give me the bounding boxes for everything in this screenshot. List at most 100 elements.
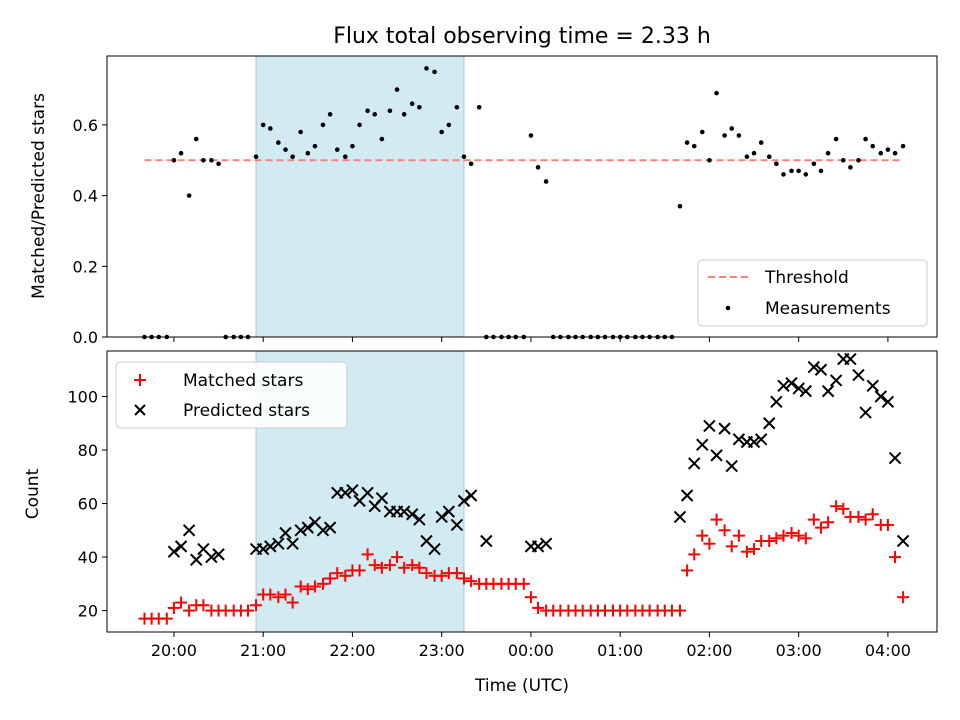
predicted-star-point — [531, 540, 545, 553]
matched-star-point — [420, 567, 433, 580]
matched-star-point — [457, 572, 470, 585]
matched-star-point — [272, 591, 285, 604]
predicted-star-point — [464, 489, 478, 502]
predicted-star-point — [718, 422, 731, 435]
bottom-y-tick-label: 60 — [78, 495, 98, 514]
bottom-y-tick-label: 80 — [78, 441, 98, 460]
matched-star-point — [301, 583, 314, 596]
top-y-tick-label: 0.6 — [73, 116, 98, 135]
matched-stars-points — [138, 500, 910, 625]
matched-star-point — [718, 524, 731, 537]
matched-star-point — [830, 500, 843, 513]
matched-star-point — [822, 516, 835, 529]
measurement-points — [142, 66, 906, 340]
predicted-star-point — [859, 406, 872, 419]
predicted-star-point — [286, 537, 299, 550]
matched-star-point — [725, 540, 738, 553]
predicted-star-point — [799, 384, 813, 398]
bottom-y-tick-label: 20 — [78, 602, 98, 621]
measurement-point — [201, 157, 206, 163]
measurement-point — [387, 108, 393, 114]
top-axes-frame — [106, 55, 938, 338]
top-y-axis-ticks: 0.0 0.2 0.4 0.6 — [73, 116, 107, 347]
measurement-point — [840, 157, 846, 163]
matched-star-point — [242, 604, 255, 617]
predicted-star-point — [866, 379, 879, 392]
measurement-point — [290, 154, 295, 160]
measurement-point — [260, 122, 266, 128]
measurement-point — [454, 104, 460, 110]
count-panel: 20 40 60 80 100 20:00 21:00 22:00 23:00 00:00 01:… — [23, 350, 938, 696]
matched-star-point — [197, 599, 210, 612]
bottom-y-axis-label: Count — [23, 468, 43, 519]
predicted-star-point — [725, 459, 738, 473]
matched-star-point — [368, 559, 381, 572]
measurement-point — [691, 143, 697, 149]
predicted-stars-points — [167, 352, 910, 566]
measurement-point — [439, 129, 444, 135]
legend-matched-swatch — [134, 374, 146, 386]
predicted-star-point — [852, 368, 865, 382]
measurement-point — [268, 126, 273, 131]
legend-measurements-label: Measurements — [765, 299, 891, 319]
measurement-point — [856, 157, 861, 163]
predicted-star-point — [807, 360, 821, 374]
measurement-point — [178, 150, 184, 156]
predicted-star-point — [375, 491, 389, 505]
predicted-star-point — [457, 494, 471, 508]
measurement-point — [751, 150, 757, 156]
matched-star-point — [770, 532, 783, 545]
measurement-point — [276, 140, 281, 145]
predicted-star-point — [829, 374, 843, 387]
top-y-tick-label: 0.4 — [73, 187, 98, 206]
measurement-point — [461, 154, 467, 160]
measurement-point — [729, 126, 735, 131]
measurement-point — [535, 165, 541, 170]
predicted-star-point — [406, 508, 419, 521]
measurement-point — [312, 143, 318, 149]
matched-star-point — [383, 559, 396, 572]
measurement-point — [758, 140, 764, 145]
matched-star-point — [517, 577, 530, 590]
predicted-star-point — [703, 419, 716, 433]
matched-star-point — [167, 601, 180, 614]
measurement-point — [216, 161, 221, 167]
matched-star-point — [785, 526, 798, 539]
measurement-point — [468, 161, 474, 167]
x-tick-label: 03:00 — [776, 641, 822, 660]
matched-star-point — [859, 513, 872, 526]
measurement-point — [342, 154, 348, 160]
measurement-point — [401, 112, 407, 117]
measurement-point — [818, 168, 824, 174]
predicted-star-point — [770, 395, 783, 409]
measurement-point — [320, 122, 326, 128]
bottom-x-axis-ticks: 20:00 21:00 22:00 23:00 00:00 01:00 02:00 03:00… — [151, 632, 911, 660]
matched-star-point — [807, 513, 820, 526]
ratio-panel: 0.0 0.2 0.4 0.6 Flux total observing time =… — [29, 24, 938, 347]
matched-star-point — [294, 580, 307, 593]
predicted-star-point — [763, 417, 776, 430]
matched-star-point — [740, 545, 753, 558]
matched-star-point — [435, 569, 448, 582]
measurement-point — [372, 112, 378, 117]
predicted-star-point — [190, 553, 203, 566]
predicted-star-point — [888, 451, 902, 465]
measurement-point — [677, 203, 683, 209]
matched-star-point — [398, 561, 411, 574]
predicted-star-point — [167, 545, 181, 558]
top-y-axis-label: Matched/Predicted stars — [29, 93, 49, 299]
measurement-point — [365, 108, 370, 114]
matched-star-point — [532, 601, 545, 614]
x-tick-label: 20:00 — [151, 641, 197, 660]
predicted-star-point — [264, 540, 277, 553]
predicted-star-point — [881, 395, 895, 409]
matched-star-point — [465, 575, 478, 588]
bottom-y-tick-label: 40 — [78, 548, 98, 567]
predicted-star-point — [688, 457, 701, 470]
x-axis-label: Time (UTC) — [474, 676, 569, 696]
matched-star-point — [406, 559, 419, 572]
measurement-point — [327, 112, 333, 117]
matched-star-point — [353, 564, 366, 577]
matched-star-point — [279, 588, 292, 601]
measurement-point — [803, 172, 809, 177]
